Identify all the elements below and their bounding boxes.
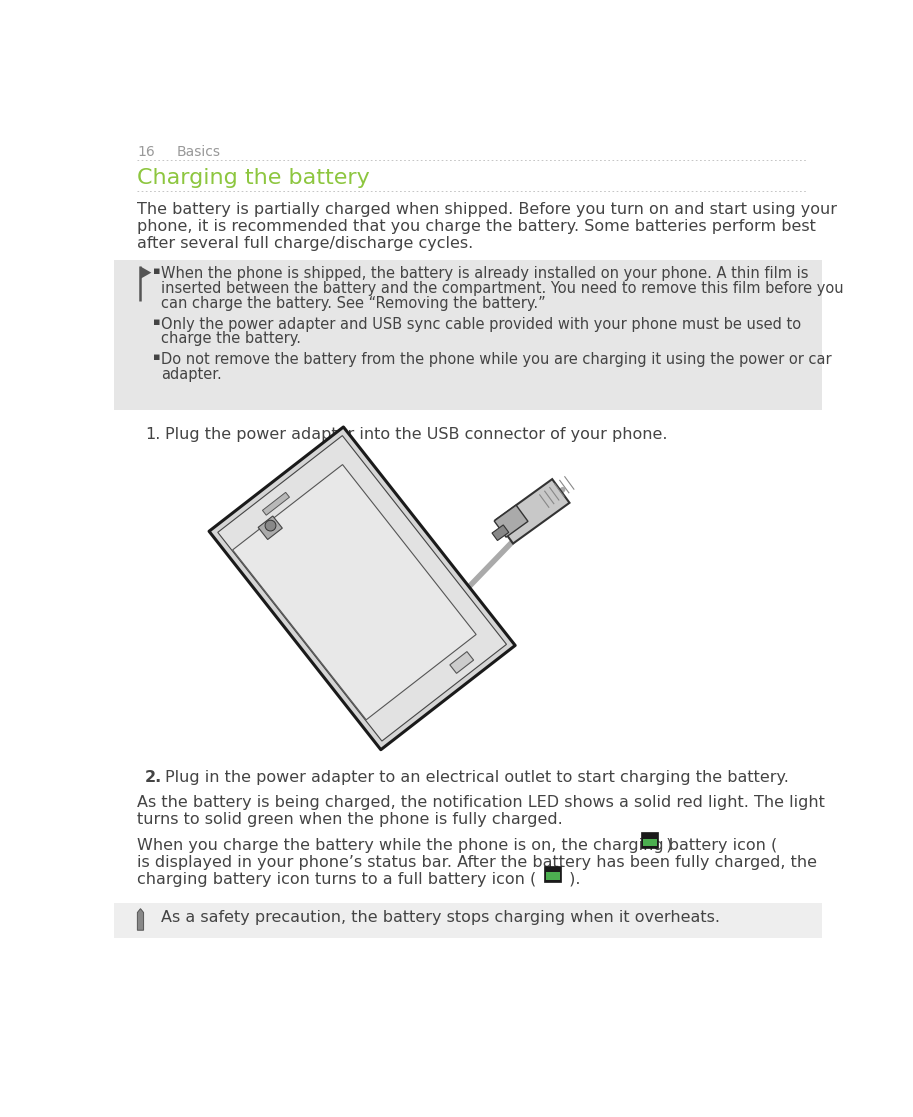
Polygon shape bbox=[258, 516, 282, 540]
Text: ▪: ▪ bbox=[152, 352, 161, 362]
FancyBboxPatch shape bbox=[114, 260, 822, 410]
Text: phone, it is recommended that you charge the battery. Some batteries perform bes: phone, it is recommended that you charge… bbox=[137, 219, 816, 233]
Text: 2.: 2. bbox=[145, 770, 163, 785]
Text: The battery is partially charged when shipped. Before you turn on and start usin: The battery is partially charged when sh… bbox=[137, 202, 837, 217]
Text: As the battery is being charged, the notification LED shows a solid red light. T: As the battery is being charged, the not… bbox=[137, 794, 825, 810]
Text: charging battery icon turns to a full battery icon (: charging battery icon turns to a full ba… bbox=[137, 871, 537, 887]
Text: ).: ). bbox=[564, 871, 581, 887]
Polygon shape bbox=[137, 908, 143, 930]
Text: turns to solid green when the phone is fully charged.: turns to solid green when the phone is f… bbox=[137, 812, 563, 827]
Text: adapter.: adapter. bbox=[161, 366, 221, 382]
Polygon shape bbox=[233, 465, 477, 719]
Text: Plug in the power adapter to an electrical outlet to start charging the battery.: Plug in the power adapter to an electric… bbox=[164, 770, 788, 785]
FancyBboxPatch shape bbox=[641, 832, 658, 848]
Text: after several full charge/discharge cycles.: after several full charge/discharge cycl… bbox=[137, 236, 474, 250]
FancyBboxPatch shape bbox=[544, 867, 561, 881]
FancyBboxPatch shape bbox=[643, 839, 656, 847]
Text: 1.: 1. bbox=[145, 428, 161, 442]
Text: 16: 16 bbox=[137, 145, 155, 159]
Polygon shape bbox=[494, 505, 528, 537]
Polygon shape bbox=[450, 651, 474, 674]
Text: inserted between the battery and the compartment. You need to remove this film b: inserted between the battery and the com… bbox=[161, 281, 844, 296]
Text: ▪: ▪ bbox=[152, 267, 161, 277]
Text: ▪: ▪ bbox=[152, 316, 161, 326]
Polygon shape bbox=[141, 267, 152, 279]
FancyBboxPatch shape bbox=[114, 903, 822, 938]
Polygon shape bbox=[496, 479, 570, 544]
Polygon shape bbox=[209, 427, 515, 750]
FancyBboxPatch shape bbox=[546, 872, 560, 880]
Text: Plug the power adapter into the USB connector of your phone.: Plug the power adapter into the USB conn… bbox=[164, 428, 667, 442]
Polygon shape bbox=[262, 493, 289, 515]
Text: As a safety precaution, the battery stops charging when it overheats.: As a safety precaution, the battery stop… bbox=[161, 910, 719, 925]
Text: charge the battery.: charge the battery. bbox=[161, 331, 300, 346]
Text: Do not remove the battery from the phone while you are charging it using the pow: Do not remove the battery from the phone… bbox=[161, 352, 831, 367]
Polygon shape bbox=[218, 436, 507, 741]
Text: Only the power adapter and USB sync cable provided with your phone must be used : Only the power adapter and USB sync cabl… bbox=[161, 316, 801, 332]
Text: Basics: Basics bbox=[176, 145, 220, 159]
Text: is displayed in your phone’s status bar. After the battery has been fully charge: is displayed in your phone’s status bar.… bbox=[137, 855, 817, 870]
Text: can charge the battery. See “Removing the battery.”: can charge the battery. See “Removing th… bbox=[161, 296, 545, 311]
Polygon shape bbox=[492, 525, 509, 541]
Text: Charging the battery: Charging the battery bbox=[137, 168, 370, 188]
Text: When the phone is shipped, the battery is already installed on your phone. A thi: When the phone is shipped, the battery i… bbox=[161, 267, 808, 281]
Text: ): ) bbox=[661, 838, 673, 852]
Circle shape bbox=[265, 521, 276, 531]
Text: When you charge the battery while the phone is on, the charging battery icon (: When you charge the battery while the ph… bbox=[137, 838, 778, 852]
